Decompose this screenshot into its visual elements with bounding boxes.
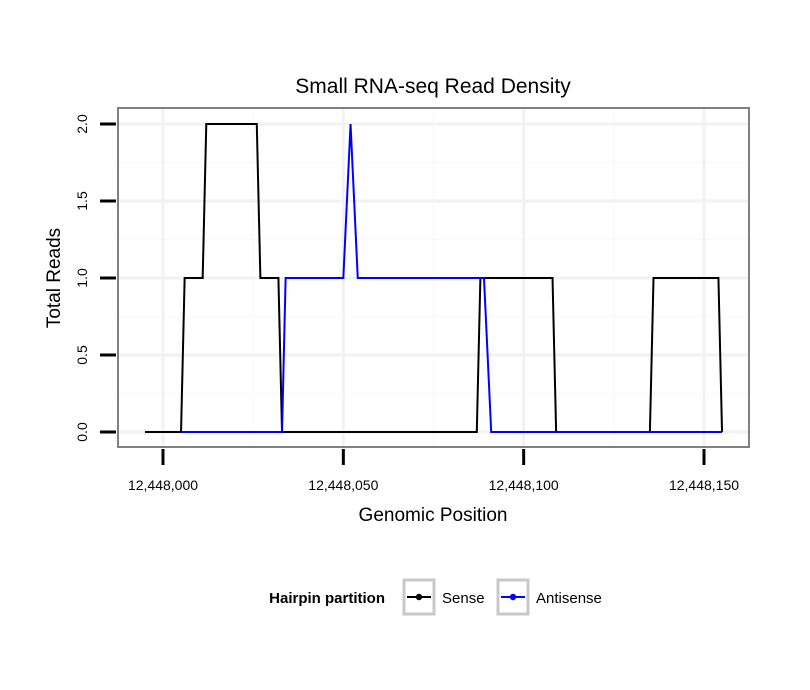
series-layer (144, 123, 724, 433)
x-tick-label: 12,448,050 (308, 477, 378, 493)
y-tick-label: 0.0 (74, 422, 90, 442)
x-tick-label: 12,448,100 (489, 477, 559, 493)
chart-title: Small RNA-seq Read Density (295, 75, 571, 98)
legend-dot-antisense (509, 593, 517, 601)
legend-label-sense: Sense (442, 590, 485, 607)
y-tick-label: 1.0 (74, 268, 90, 288)
legend: Hairpin partition Sense Antisense (269, 578, 602, 616)
legend-dot-sense (415, 593, 423, 601)
y-axis-label: Total Reads (44, 228, 65, 328)
legend-item-antisense: Antisense (496, 578, 602, 616)
y-tick-label: 2.0 (74, 114, 90, 134)
y-tick-label: 1.5 (74, 191, 90, 211)
series-line-antisense (181, 123, 723, 433)
plot-panel (117, 107, 750, 448)
y-axis: 0.0 0.5 1.0 1.5 2.0 (74, 114, 116, 442)
y-tick-label: 0.5 (74, 345, 90, 365)
x-tick-label: 12,448,150 (669, 477, 739, 493)
x-tick-label: 12,448,000 (128, 477, 198, 493)
legend-label-antisense: Antisense (536, 590, 602, 607)
legend-item-sense: Sense (402, 578, 485, 616)
x-axis-label: Genomic Position (359, 505, 508, 526)
plot-border (117, 107, 750, 448)
x-axis: 12,448,000 12,448,050 12,448,100 12,448,150 (128, 449, 739, 493)
legend-title: Hairpin partition (269, 590, 385, 607)
